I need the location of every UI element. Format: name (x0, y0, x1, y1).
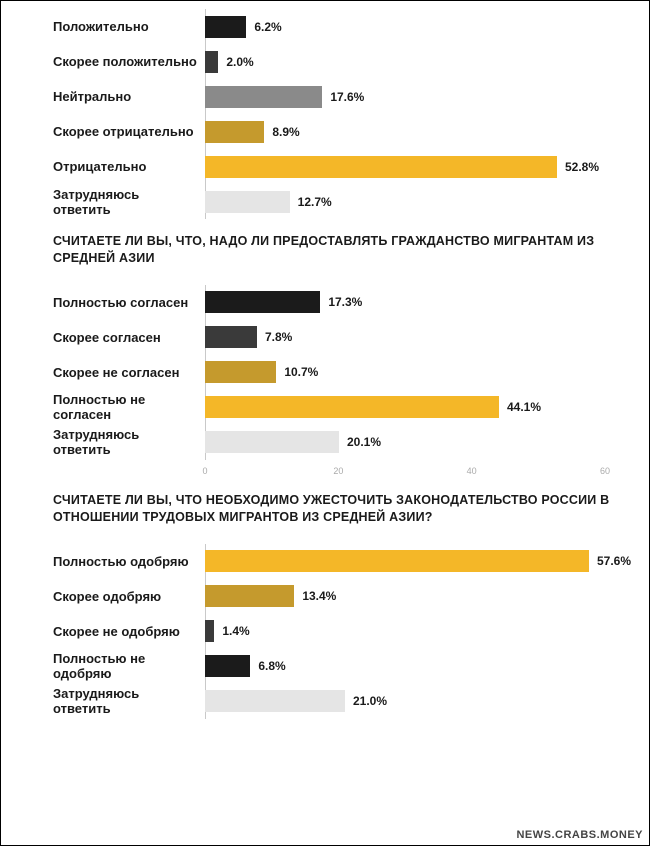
bar-area: 52.8% (205, 149, 625, 184)
chart-row: Затрудняюсь ответить21.0% (25, 684, 625, 719)
chart-row: Отрицательно52.8% (25, 149, 625, 184)
bar-value: 8.9% (272, 125, 299, 139)
chart-question: СЧИТАЕТЕ ЛИ ВЫ, ЧТО, НАДО ЛИ ПРЕДОСТАВЛЯ… (53, 233, 625, 267)
bar: 6.2% (205, 16, 246, 38)
axis-tick: 40 (467, 466, 477, 476)
bar-label: Затрудняюсь ответить (25, 427, 205, 457)
bar-value: 21.0% (353, 694, 387, 708)
bar-area: 10.7% (205, 355, 625, 390)
bar-value: 17.6% (330, 90, 364, 104)
chart-row: Положительно6.2% (25, 9, 625, 44)
chart-row: Скорее отрицательно8.9% (25, 114, 625, 149)
bar: 17.3% (205, 291, 320, 313)
chart-row: Скорее согласен7.8% (25, 320, 625, 355)
bar: 8.9% (205, 121, 264, 143)
axis-tick: 20 (333, 466, 343, 476)
bar: 57.6% (205, 550, 589, 572)
bar-value: 20.1% (347, 435, 381, 449)
bar-label: Скорее не согласен (25, 365, 205, 380)
bar: 17.6% (205, 86, 322, 108)
bar-area: 6.8% (205, 649, 625, 684)
chart-block: СЧИТАЕТЕ ЛИ ВЫ, ЧТО, НАДО ЛИ ПРЕДОСТАВЛЯ… (25, 233, 625, 478)
bar: 6.8% (205, 655, 250, 677)
bar-area: 44.1% (205, 390, 625, 425)
bar-label: Полностью не одобряю (25, 651, 205, 681)
bar: 13.4% (205, 585, 294, 607)
bar-area: 17.3% (205, 285, 625, 320)
chart-row: Полностью одобряю57.6% (25, 544, 625, 579)
chart-bars: Полностью одобряю57.6%Скорее одобряю13.4… (25, 544, 625, 719)
chart-row: Полностью согласен17.3% (25, 285, 625, 320)
bar-label: Положительно (25, 19, 205, 34)
bar-value: 6.8% (258, 659, 285, 673)
bar-label: Скорее положительно (25, 54, 205, 69)
bar: 1.4% (205, 620, 214, 642)
chart-row: Нейтрально17.6% (25, 79, 625, 114)
axis-tick: 60 (600, 466, 610, 476)
page-content: Положительно6.2%Скорее положительно2.0%Н… (1, 1, 649, 737)
bar-value: 44.1% (507, 400, 541, 414)
bar-label: Затрудняюсь ответить (25, 187, 205, 217)
bar-area: 13.4% (205, 579, 625, 614)
bar-area: 1.4% (205, 614, 625, 649)
bar-value: 6.2% (254, 20, 281, 34)
chart-block: Положительно6.2%Скорее положительно2.0%Н… (25, 9, 625, 219)
bar-value: 2.0% (226, 55, 253, 69)
bar-label: Затрудняюсь ответить (25, 686, 205, 716)
chart: Полностью согласен17.3%Скорее согласен7.… (25, 285, 625, 478)
bar-area: 57.6% (205, 544, 625, 579)
bar-value: 13.4% (302, 589, 336, 603)
axis-tick: 0 (202, 466, 207, 476)
chart-row: Скорее не согласен10.7% (25, 355, 625, 390)
watermark: NEWS.CRABS.MONEY (516, 829, 643, 841)
chart-question: СЧИТАЕТЕ ЛИ ВЫ, ЧТО НЕОБХОДИМО УЖЕСТОЧИТ… (53, 492, 625, 526)
chart: Полностью одобряю57.6%Скорее одобряю13.4… (25, 544, 625, 719)
chart-row: Полностью не согласен44.1% (25, 390, 625, 425)
bar-area: 6.2% (205, 9, 625, 44)
chart-row: Затрудняюсь ответить12.7% (25, 184, 625, 219)
chart-row: Затрудняюсь ответить20.1% (25, 425, 625, 460)
bar-area: 12.7% (205, 184, 625, 219)
bar: 21.0% (205, 690, 345, 712)
bar-area: 7.8% (205, 320, 625, 355)
bar-area: 20.1% (205, 425, 625, 460)
bar: 10.7% (205, 361, 276, 383)
bar-label: Скорее отрицательно (25, 124, 205, 139)
chart: Положительно6.2%Скорее положительно2.0%Н… (25, 9, 625, 219)
bar-label: Отрицательно (25, 159, 205, 174)
bar-label: Полностью одобряю (25, 554, 205, 569)
chart-row: Скорее одобряю13.4% (25, 579, 625, 614)
bar: 52.8% (205, 156, 557, 178)
bar: 44.1% (205, 396, 499, 418)
bar-area: 17.6% (205, 79, 625, 114)
x-axis: 0 20 40 60 (205, 466, 625, 478)
bar-value: 12.7% (298, 195, 332, 209)
bar-area: 2.0% (205, 44, 625, 79)
bar: 20.1% (205, 431, 339, 453)
bar-label: Скорее одобряю (25, 589, 205, 604)
chart-row: Скорее не одобряю1.4% (25, 614, 625, 649)
bar-label: Полностью согласен (25, 295, 205, 310)
chart-bars: Полностью согласен17.3%Скорее согласен7.… (25, 285, 625, 460)
chart-row: Полностью не одобряю6.8% (25, 649, 625, 684)
bar-value: 57.6% (597, 554, 631, 568)
bar-label: Полностью не согласен (25, 392, 205, 422)
chart-bars: Положительно6.2%Скорее положительно2.0%Н… (25, 9, 625, 219)
bar-area: 21.0% (205, 684, 625, 719)
bar-area: 8.9% (205, 114, 625, 149)
bar-label: Скорее не одобряю (25, 624, 205, 639)
bar: 12.7% (205, 191, 290, 213)
chart-block: СЧИТАЕТЕ ЛИ ВЫ, ЧТО НЕОБХОДИМО УЖЕСТОЧИТ… (25, 492, 625, 719)
chart-row: Скорее положительно2.0% (25, 44, 625, 79)
bar-label: Нейтрально (25, 89, 205, 104)
bar: 2.0% (205, 51, 218, 73)
bar-value: 1.4% (222, 624, 249, 638)
bar-value: 10.7% (284, 365, 318, 379)
bar-label: Скорее согласен (25, 330, 205, 345)
bar-value: 17.3% (328, 295, 362, 309)
bar-value: 7.8% (265, 330, 292, 344)
bar: 7.8% (205, 326, 257, 348)
bar-value: 52.8% (565, 160, 599, 174)
